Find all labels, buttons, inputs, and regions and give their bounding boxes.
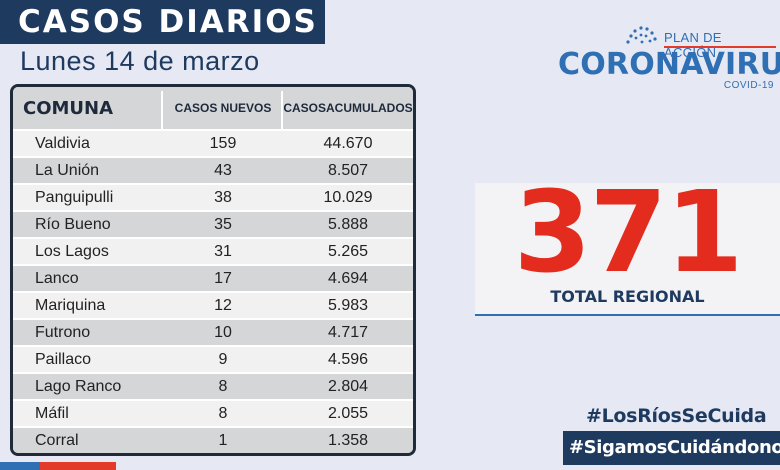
- cell-comuna: Río Bueno: [35, 216, 111, 233]
- cell-casos-nuevos: 159: [209, 135, 237, 152]
- hashtag-primary: #LosRíosSeCuida: [586, 405, 767, 427]
- accent-bar-red: [40, 462, 116, 470]
- virus-icon: [626, 26, 657, 44]
- table-row: Los Lagos 31 5.265: [13, 239, 413, 264]
- table-row: Lago Ranco 8 2.804: [13, 374, 413, 399]
- hashtag-secondary: #SigamosCuidándono: [563, 431, 780, 465]
- table-row: Valdivia 159 44.670: [13, 131, 413, 156]
- table-header: COMUNA CASOS NUEVOS CASOS ACUMULADOS: [13, 87, 413, 129]
- cell-comuna: Los Lagos: [35, 243, 109, 260]
- cell-casos-acumulados: 8.507: [327, 162, 369, 179]
- cell-comuna: Panguipulli: [35, 189, 114, 206]
- cell-casos-nuevos: 1: [218, 432, 228, 449]
- header-acum-line1: CASOS: [283, 101, 326, 115]
- cell-casos-nuevos: 12: [214, 297, 232, 314]
- cell-comuna: Paillaco: [35, 351, 92, 368]
- cell-casos-nuevos: 31: [214, 243, 232, 260]
- cell-comuna: Máfil: [35, 405, 69, 422]
- total-value: 371: [513, 168, 744, 298]
- cell-casos-nuevos: 35: [214, 216, 232, 233]
- cell-casos-nuevos: 8: [218, 378, 228, 395]
- cell-casos-acumulados: 10.029: [323, 189, 373, 206]
- report-date: Lunes 14 de marzo: [20, 46, 260, 76]
- total-label: TOTAL REGIONAL: [550, 287, 705, 306]
- cell-comuna: Lanco: [35, 270, 79, 287]
- table-row: Máfil 8 2.055: [13, 401, 413, 426]
- header-comuna: COMUNA: [23, 97, 114, 119]
- cell-casos-acumulados: 5.888: [327, 216, 369, 233]
- table-row: Mariquina 12 5.983: [13, 293, 413, 318]
- cell-casos-nuevos: 9: [218, 351, 228, 368]
- cell-casos-acumulados: 4.717: [327, 324, 369, 341]
- header-acum-line2: ACUMULADOS: [326, 101, 413, 115]
- coronavirus-logo: PLAN DE ACCIÓN CORONAVIRUS COVID-19: [556, 22, 780, 92]
- cell-casos-acumulados: 4.596: [327, 351, 369, 368]
- table-row: Panguipulli 38 10.029: [13, 185, 413, 210]
- cell-casos-nuevos: 43: [214, 162, 232, 179]
- cell-casos-nuevos: 17: [214, 270, 232, 287]
- cell-casos-nuevos: 10: [214, 324, 232, 341]
- cell-comuna: Corral: [35, 432, 79, 449]
- cell-comuna: Valdivia: [35, 135, 90, 152]
- cell-comuna: La Unión: [35, 162, 100, 179]
- logo-title: CORONAVIRUS: [558, 47, 780, 82]
- accent-bar-blue: [0, 462, 40, 470]
- cell-casos-nuevos: 38: [214, 189, 232, 206]
- table-row: Paillaco 9 4.596: [13, 347, 413, 372]
- cell-comuna: Futrono: [35, 324, 91, 341]
- cell-casos-nuevos: 8: [218, 405, 228, 422]
- logo-subtitle: COVID-19: [723, 80, 774, 91]
- cell-comuna: Mariquina: [35, 297, 106, 314]
- cell-comuna: Lago Ranco: [35, 378, 122, 395]
- table-row: Futrono 10 4.717: [13, 320, 413, 345]
- header-casos-nuevos: CASOS NUEVOS: [174, 101, 272, 115]
- table-row: La Unión 43 8.507: [13, 158, 413, 183]
- header-casos-acumulados: CASOS ACUMULADOS: [283, 87, 413, 129]
- cell-casos-acumulados: 2.804: [327, 378, 369, 395]
- cases-table: COMUNA CASOS NUEVOS CASOS ACUMULADOS Val…: [10, 84, 416, 456]
- cell-casos-acumulados: 5.265: [327, 243, 369, 260]
- cell-casos-acumulados: 5.983: [327, 297, 369, 314]
- page-title: CASOS DIARIOS: [0, 0, 325, 44]
- logo-divider: [664, 46, 776, 48]
- cell-casos-acumulados: 1.358: [327, 432, 369, 449]
- table-row: Corral 1 1.358: [13, 428, 413, 453]
- cell-casos-acumulados: 44.670: [323, 135, 373, 152]
- table-row: Río Bueno 35 5.888: [13, 212, 413, 237]
- table-row: Lanco 17 4.694: [13, 266, 413, 291]
- total-panel: 371 TOTAL REGIONAL: [475, 177, 780, 316]
- cell-casos-acumulados: 2.055: [327, 405, 369, 422]
- cell-casos-acumulados: 4.694: [327, 270, 369, 287]
- logo-plan-text: PLAN DE ACCIÓN: [664, 30, 722, 60]
